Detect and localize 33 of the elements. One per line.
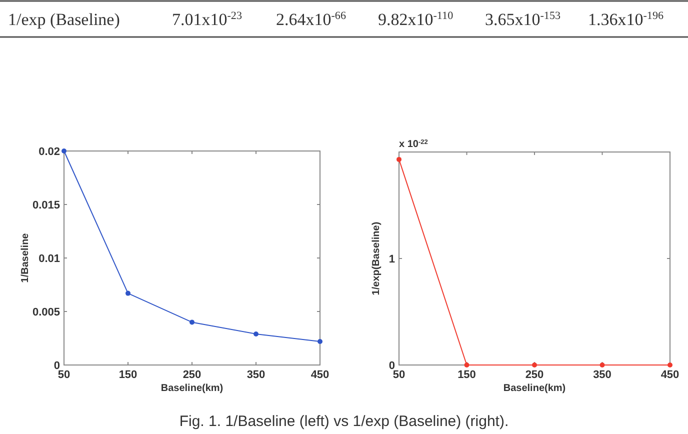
text: 9.82x10$^{-110}$ <box>378 10 454 29</box>
x-tick-label: 150 <box>118 369 138 381</box>
x-axis-title: Baseline(km) <box>160 383 224 394</box>
text: 7.01x10$^{-23}$ <box>172 10 242 29</box>
caption: Fig. 1. 1/Baseline (left) vs 1/exp (Baseline) (right). <box>179 413 509 430</box>
y-axis-title: 1/exp(Baseline) <box>371 222 382 296</box>
point <box>318 338 322 344</box>
x-tick-label: 50 <box>392 369 406 381</box>
y-tick-label: 1 <box>388 254 395 266</box>
point <box>190 320 194 325</box>
x-axis-title: Baseline(km) <box>503 383 566 394</box>
point <box>254 331 258 336</box>
x-tick-label: 350 <box>246 369 266 381</box>
text: 2.64x10$^{-66}$ <box>276 10 346 29</box>
x-tick-label: 150 <box>458 369 476 381</box>
x-tick-label: 450 <box>660 369 680 381</box>
x-tick-label: 50 <box>58 369 70 381</box>
y-tick-label: 0.015 <box>32 200 60 212</box>
y-tick-label: 0 <box>54 360 60 372</box>
y-tick-label: 0.005 <box>32 306 60 318</box>
text: 3.65x10$^{-153}$ <box>485 10 561 29</box>
text: 1/exp (Baseline) <box>8 10 120 29</box>
text: 1.36x10$^{-196}$ <box>588 10 664 29</box>
y-tick-label: 0 <box>388 360 395 372</box>
x-tick-label: 250 <box>525 369 544 381</box>
y-tick-label: 0.02 <box>38 146 60 158</box>
text: x 10$^{-22}$ <box>399 138 428 150</box>
y-tick-label: 0.01 <box>38 253 60 265</box>
x-tick-label: 250 <box>182 369 202 381</box>
x-tick-label: 450 <box>310 369 330 381</box>
point <box>126 290 130 296</box>
x-tick-label: 350 <box>593 369 612 381</box>
y-axis-title: 1/Baseline <box>20 232 31 283</box>
